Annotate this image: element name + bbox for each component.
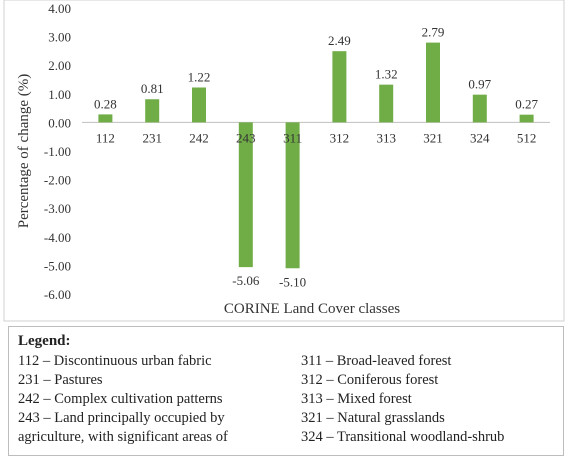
y-tick-label: -2.00 — [44, 173, 71, 188]
legend-item: 312 – Coniferous forest — [301, 372, 439, 388]
legend-item: 321 – Natural grasslands — [301, 410, 445, 426]
x-tick-label: 313 — [376, 130, 396, 145]
x-tick-label: 112 — [96, 130, 115, 145]
bar-112 — [98, 114, 113, 123]
data-label: 1.32 — [375, 67, 398, 82]
legend-item: 313 – Mixed forest — [301, 391, 412, 407]
data-label: 0.28 — [94, 96, 117, 111]
chart-svg: 4.00 3.00 2.00 1.00 0.00 -1.00 -2.00 -3.00 -4.00… — [3, 0, 565, 322]
y-axis-label: Percentage of change (%) — [16, 74, 32, 229]
y-tick-label: 3.00 — [48, 30, 71, 45]
x-tick-label: 231 — [142, 130, 162, 145]
y-tick-label: -1.00 — [44, 144, 71, 159]
bar-312 — [332, 51, 347, 123]
legend-item: 242 – Complex cultivation patterns — [18, 391, 223, 407]
bar-chart: 4.00 3.00 2.00 1.00 0.00 -1.00 -2.00 -3.00 -4.00… — [3, 0, 565, 322]
legend-item: 231 – Pastures — [18, 372, 103, 388]
x-tick-label: 242 — [189, 130, 209, 145]
legend-item: 243 – Land principally occupied by — [18, 410, 225, 426]
legend-item: 112 – Discontinuous urban fabric — [18, 353, 212, 369]
bar-512 — [519, 114, 534, 123]
legend-title: Legend: — [18, 333, 71, 349]
data-label: 2.79 — [422, 25, 445, 40]
legend-item: agriculture, with significant areas of — [18, 429, 228, 445]
y-tick-label: 2.00 — [48, 58, 71, 73]
data-label: 0.27 — [515, 97, 538, 112]
chart-frame — [3, 0, 565, 322]
data-label: 0.81 — [141, 81, 164, 96]
data-label: -5.10 — [279, 274, 306, 289]
y-axis-ticks: 4.00 3.00 2.00 1.00 0.00 -1.00 -2.00 -3.00 -4.00… — [44, 1, 71, 302]
legend-item: 324 – Transitional woodland-shrub — [301, 429, 505, 445]
y-tick-label: 0.00 — [48, 115, 71, 130]
bar-243 — [238, 122, 253, 268]
data-label: -5.06 — [232, 273, 260, 288]
bars — [98, 42, 534, 269]
x-tick-label: 311 — [283, 130, 302, 145]
legend-box: Legend: 112 – Discontinuous urban fabric… — [8, 326, 564, 456]
bar-324 — [472, 94, 487, 123]
y-tick-label: 4.00 — [48, 1, 71, 16]
y-tick-label: -4.00 — [44, 230, 71, 245]
bar-242 — [192, 87, 206, 123]
x-tick-label: 324 — [470, 130, 490, 145]
y-tick-label: -3.00 — [44, 201, 71, 216]
y-tick-label: 1.00 — [48, 87, 71, 102]
x-tick-label: 512 — [517, 130, 537, 145]
x-axis-label: CORINE Land Cover classes — [224, 301, 400, 317]
x-axis-ticks: 112 231 242 243 311 312 313 321 324 512 — [96, 130, 536, 145]
bar-231 — [145, 99, 160, 123]
data-label: 2.49 — [328, 33, 351, 48]
data-label: 0.97 — [468, 77, 491, 92]
data-label: 1.22 — [188, 70, 211, 85]
x-tick-label: 321 — [423, 130, 443, 145]
y-tick-label: -6.00 — [44, 287, 71, 302]
x-tick-label: 312 — [330, 130, 350, 145]
x-tick-label: 243 — [236, 130, 256, 145]
bar-313 — [379, 84, 394, 123]
bar-321 — [426, 42, 440, 123]
bar-311 — [285, 122, 300, 269]
y-tick-label: -5.00 — [44, 258, 71, 273]
legend-item: 311 – Broad-leaved forest — [301, 353, 452, 369]
data-labels: 0.28 0.81 1.22 -5.06 -5.10 2.49 1.32 2.79 0.97 0.… — [94, 25, 538, 290]
